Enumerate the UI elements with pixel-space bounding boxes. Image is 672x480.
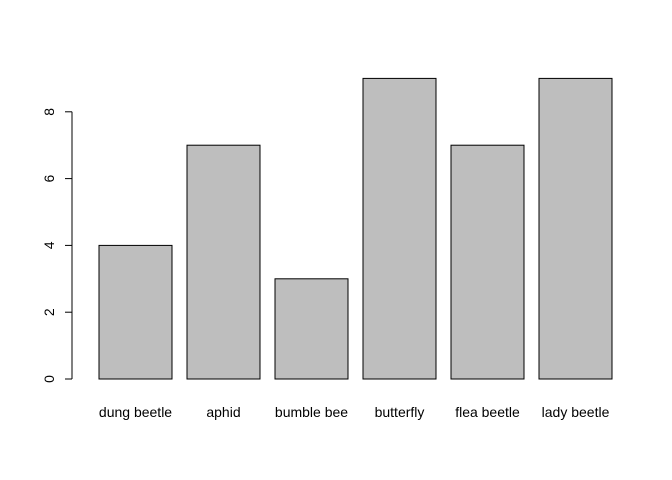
category-label: aphid xyxy=(206,404,240,420)
category-label: bumble bee xyxy=(275,404,348,420)
bars xyxy=(98,77,613,380)
category-label: butterfly xyxy=(375,404,425,420)
y-tick-label: 2 xyxy=(41,308,57,316)
y-tick-label: 8 xyxy=(41,108,57,116)
bar-bumble-bee xyxy=(274,278,349,380)
bar-flea-beetle xyxy=(450,144,525,380)
y-tick-label: 6 xyxy=(41,174,57,182)
bar-butterfly xyxy=(362,77,437,380)
category-labels: dung beetle aphid bumble bee butterfly flea … xyxy=(99,404,610,420)
bar-dung-beetle xyxy=(98,244,173,380)
category-label: lady beetle xyxy=(542,404,610,420)
y-axis: 0 2 4 6 8 xyxy=(41,108,73,383)
bar-lady-beetle xyxy=(538,77,613,380)
category-label: dung beetle xyxy=(99,404,172,420)
bar-aphid xyxy=(186,144,261,380)
y-tick-label: 0 xyxy=(41,375,57,383)
y-tick-label: 4 xyxy=(41,241,57,249)
category-label: flea beetle xyxy=(455,404,520,420)
